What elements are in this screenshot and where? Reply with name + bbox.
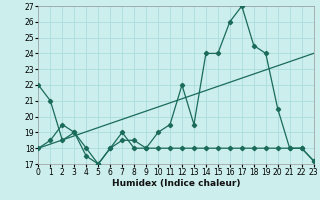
X-axis label: Humidex (Indice chaleur): Humidex (Indice chaleur) (112, 179, 240, 188)
